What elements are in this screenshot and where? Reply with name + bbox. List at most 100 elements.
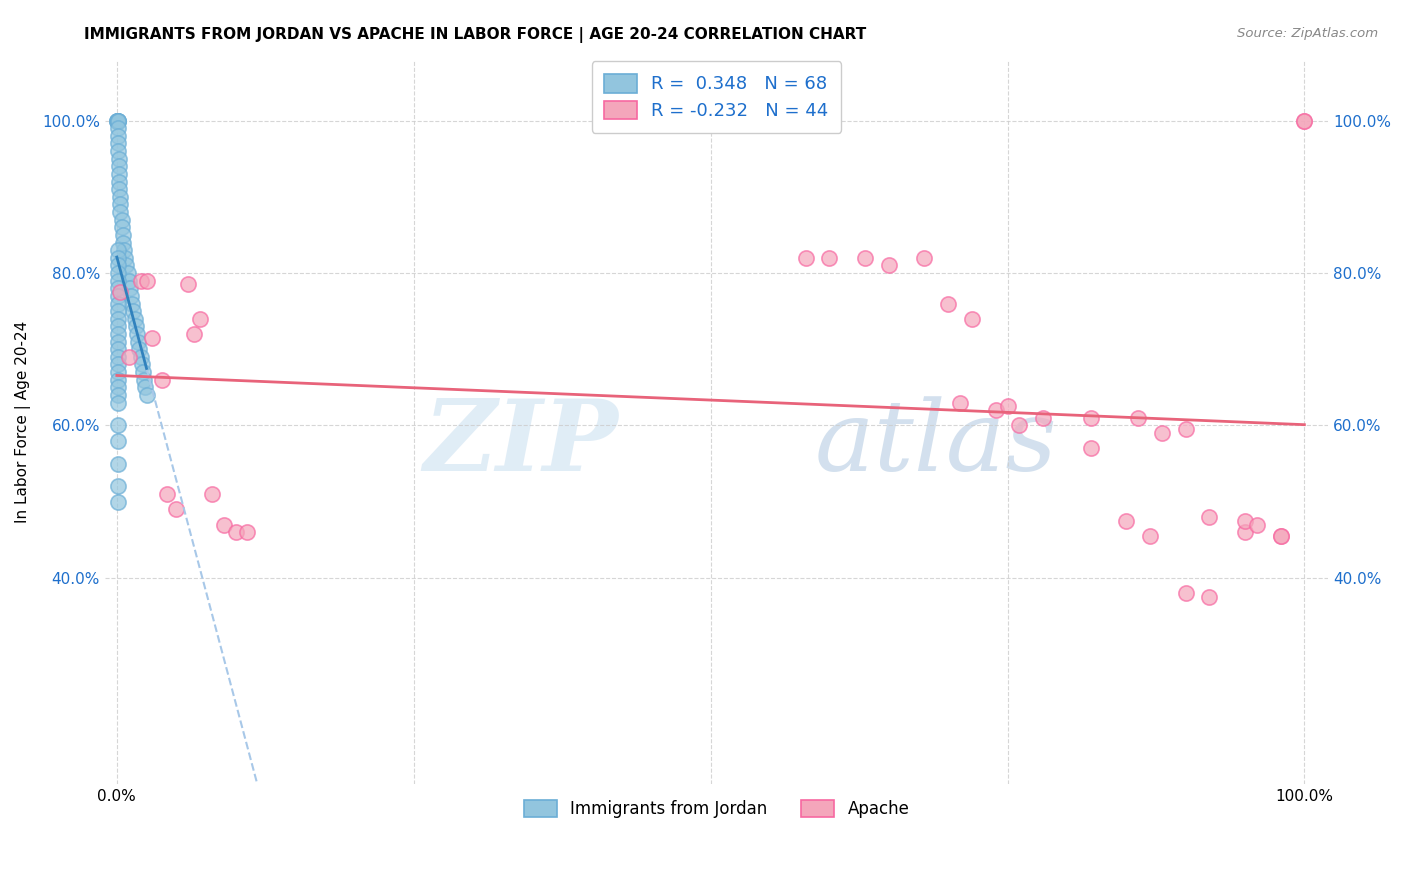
Point (107, 266, 129, 280)
Point (107, 304, 129, 318)
Point (1294, 113, 1316, 128)
Point (107, 281, 129, 295)
Point (125, 326, 148, 341)
Point (105, 113, 128, 128)
Point (107, 113, 129, 128)
Point (150, 373, 173, 387)
Point (114, 251, 136, 265)
Legend: Immigrants from Jordan, Apache: Immigrants from Jordan, Apache (516, 791, 918, 826)
Point (1080, 410, 1102, 425)
Point (1233, 514, 1256, 528)
Point (107, 334, 129, 349)
Point (794, 251, 817, 265)
Point (107, 296, 129, 310)
Point (135, 274, 157, 288)
Point (1032, 410, 1054, 425)
Point (122, 304, 145, 318)
Point (107, 457, 129, 471)
Point (107, 274, 129, 288)
Point (108, 159, 131, 173)
Point (107, 144, 129, 158)
Point (110, 285, 132, 299)
Point (108, 175, 131, 189)
Point (110, 220, 132, 235)
Point (107, 358, 129, 372)
Point (108, 152, 131, 166)
Point (1270, 529, 1292, 543)
Point (107, 113, 129, 128)
Point (107, 251, 129, 265)
Text: ZIP: ZIP (423, 395, 619, 491)
Point (118, 350, 141, 364)
Point (107, 388, 129, 402)
Point (107, 479, 129, 493)
Point (984, 403, 1007, 417)
Point (1174, 586, 1197, 600)
Point (912, 251, 935, 265)
Point (1198, 590, 1220, 604)
Point (107, 494, 129, 508)
Point (108, 167, 131, 181)
Point (107, 395, 129, 409)
Point (129, 350, 152, 364)
Point (177, 277, 200, 292)
Y-axis label: In Labor Force | Age 20-24: In Labor Force | Age 20-24 (15, 320, 31, 523)
Point (141, 331, 163, 345)
Point (131, 358, 153, 372)
Point (225, 525, 247, 540)
Point (107, 113, 129, 128)
Text: atlas: atlas (814, 396, 1057, 491)
Point (188, 311, 211, 326)
Point (128, 343, 150, 357)
Point (105, 113, 128, 128)
Point (156, 487, 179, 501)
Text: Source: ZipAtlas.com: Source: ZipAtlas.com (1237, 27, 1378, 40)
Point (1150, 426, 1173, 441)
Point (1008, 418, 1031, 433)
Point (112, 243, 135, 257)
Point (107, 365, 129, 379)
Point (1139, 529, 1161, 543)
Point (124, 311, 146, 326)
Point (107, 319, 129, 334)
Point (212, 517, 235, 532)
Point (111, 235, 134, 250)
Point (183, 326, 205, 341)
Point (111, 227, 134, 242)
Point (125, 319, 148, 334)
Point (1233, 525, 1256, 540)
Point (1080, 442, 1102, 456)
Point (115, 259, 138, 273)
Point (853, 251, 876, 265)
Point (107, 243, 129, 257)
Point (818, 251, 841, 265)
Point (110, 197, 132, 211)
Point (107, 113, 129, 128)
Point (1198, 510, 1220, 524)
Point (105, 113, 128, 128)
Point (110, 190, 132, 204)
Point (107, 350, 129, 364)
Point (1174, 422, 1197, 436)
Point (120, 289, 142, 303)
Point (118, 281, 141, 295)
Point (110, 205, 132, 219)
Point (107, 121, 129, 136)
Text: IMMIGRANTS FROM JORDAN VS APACHE IN LABOR FORCE | AGE 20-24 CORRELATION CHART: IMMIGRANTS FROM JORDAN VS APACHE IN LABO… (84, 27, 866, 43)
Point (1126, 410, 1149, 425)
Point (201, 487, 224, 501)
Point (1115, 514, 1137, 528)
Point (107, 326, 129, 341)
Point (107, 128, 129, 143)
Point (107, 418, 129, 433)
Point (107, 373, 129, 387)
Point (107, 136, 129, 151)
Point (118, 274, 141, 288)
Point (134, 380, 156, 394)
Point (236, 525, 259, 540)
Point (960, 311, 983, 326)
Point (121, 296, 143, 310)
Point (936, 296, 959, 310)
Point (108, 182, 131, 196)
Point (107, 259, 129, 273)
